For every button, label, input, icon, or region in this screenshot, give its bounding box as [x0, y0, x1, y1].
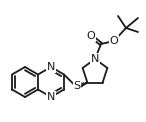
Text: O: O [110, 36, 118, 46]
Text: N: N [91, 54, 99, 64]
Text: O: O [87, 31, 95, 41]
Text: S: S [73, 81, 81, 91]
Text: N: N [47, 62, 55, 72]
Text: N: N [47, 92, 55, 102]
